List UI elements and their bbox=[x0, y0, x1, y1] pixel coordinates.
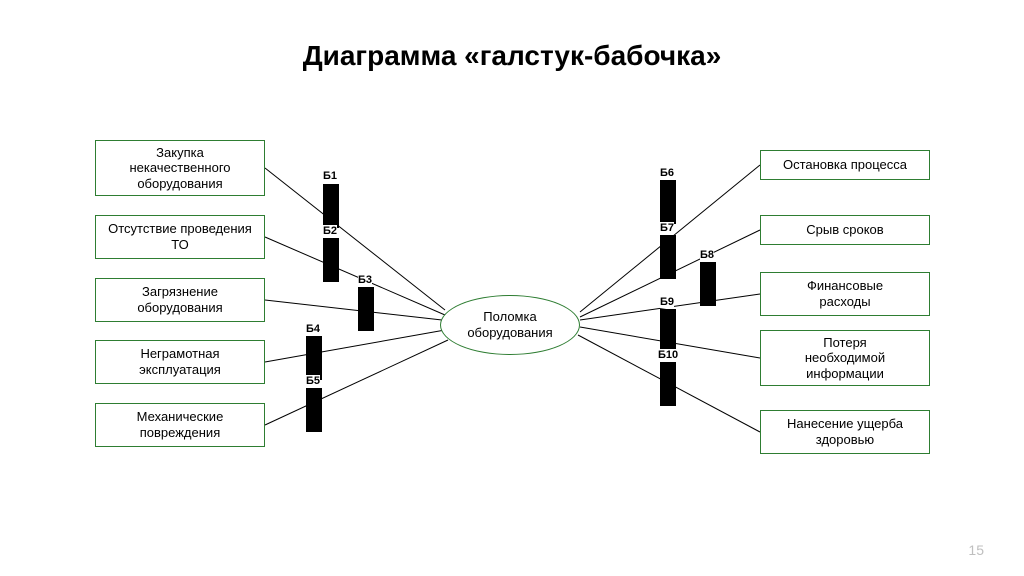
cause-box-1: Закупканекачественногооборудования bbox=[95, 140, 265, 196]
barrier-left-5 bbox=[306, 388, 322, 432]
barrier-left-4-label: Б4 bbox=[306, 323, 320, 335]
consequence-box-3: Финансовыерасходы bbox=[760, 272, 930, 316]
cause-box-5: Механическиеповреждения bbox=[95, 403, 265, 447]
barrier-left-1-label: Б1 bbox=[323, 170, 337, 182]
barrier-left-1 bbox=[323, 184, 339, 228]
cause-box-3: Загрязнениеоборудования bbox=[95, 278, 265, 322]
consequence-box-1: Остановка процесса bbox=[760, 150, 930, 180]
barrier-left-5-label: Б5 bbox=[306, 375, 320, 387]
barrier-right-2 bbox=[660, 235, 676, 279]
barrier-right-5 bbox=[660, 362, 676, 406]
barrier-right-2-label: Б7 bbox=[660, 222, 674, 234]
consequence-box-2: Срыв сроков bbox=[760, 215, 930, 245]
barrier-right-1 bbox=[660, 180, 676, 224]
barrier-left-3 bbox=[358, 287, 374, 331]
barrier-left-3-label: Б3 bbox=[358, 274, 372, 286]
cause-box-2: Отсутствие проведенияТО bbox=[95, 215, 265, 259]
center-event-label: Поломкаоборудования bbox=[467, 309, 552, 340]
barrier-right-3-label: Б8 bbox=[700, 249, 714, 261]
center-event-node: Поломкаоборудования bbox=[440, 295, 580, 355]
barrier-right-5-label: Б10 bbox=[658, 349, 678, 361]
barrier-right-4 bbox=[660, 309, 676, 353]
consequence-box-4: Потерянеобходимойинформации bbox=[760, 330, 930, 386]
barrier-right-3 bbox=[700, 262, 716, 306]
barrier-right-1-label: Б6 bbox=[660, 167, 674, 179]
barrier-left-4 bbox=[306, 336, 322, 380]
barrier-left-2-label: Б2 bbox=[323, 225, 337, 237]
consequence-box-5: Нанесение ущербаздоровью bbox=[760, 410, 930, 454]
barrier-right-4-label: Б9 bbox=[660, 296, 674, 308]
cause-box-4: Неграмотнаяэксплуатация bbox=[95, 340, 265, 384]
barrier-left-2 bbox=[323, 238, 339, 282]
